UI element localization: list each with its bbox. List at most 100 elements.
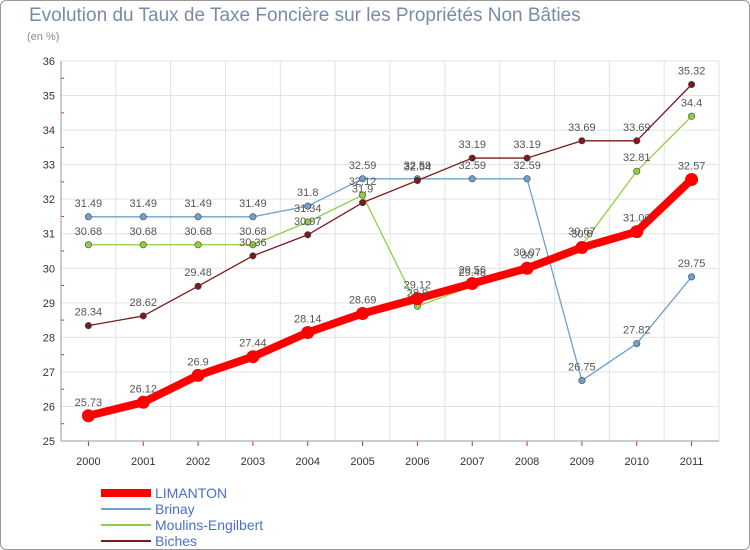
data-point — [249, 213, 257, 221]
data-label: 32.81 — [623, 152, 651, 164]
data-point — [194, 213, 202, 221]
data-point — [359, 175, 367, 183]
y-tick-label: 33 — [43, 160, 55, 172]
data-label: 35.32 — [678, 65, 706, 77]
data-label: 30.67 — [568, 226, 596, 238]
data-point — [520, 261, 534, 275]
chart-axes: 25 26 27 28 29 30 31 32 33 34 35 36 2000 2001 2002 2003… — [43, 56, 719, 468]
legend-label: Brinay — [155, 501, 195, 517]
data-point — [139, 312, 147, 320]
x-tick-label: 2005 — [350, 456, 374, 468]
data-point — [301, 326, 315, 340]
data-point — [139, 213, 147, 221]
data-label: 33.69 — [568, 122, 596, 134]
y-tick-label: 26 — [43, 401, 55, 413]
legend-label: Moulins-Engilbert — [155, 517, 264, 533]
data-label: 31.49 — [184, 198, 212, 210]
data-label: 31.8 — [297, 187, 318, 199]
x-tick-label: 2009 — [570, 456, 594, 468]
data-label: 27.44 — [239, 338, 267, 350]
data-point — [194, 241, 202, 249]
data-label: 26.9 — [187, 356, 208, 368]
data-point — [249, 241, 257, 249]
data-label: 29.56 — [458, 264, 486, 276]
data-point — [413, 177, 421, 185]
legend-item-biches: Biches — [101, 533, 263, 549]
chart-legend: LIMANTON Brinay Moulins-Engilbert Biches — [101, 485, 263, 549]
chart-unit-label: (en %) — [27, 31, 60, 43]
y-tick-label: 30 — [43, 263, 55, 275]
legend-swatch — [101, 540, 151, 542]
legend-swatch — [101, 508, 151, 510]
data-point — [84, 213, 92, 221]
legend-swatch — [101, 524, 151, 526]
x-tick-label: 2006 — [405, 456, 429, 468]
data-label: 28.69 — [349, 295, 377, 307]
chart-grid — [60, 60, 720, 442]
data-label: 32.59 — [404, 160, 432, 172]
data-label: 28.62 — [129, 297, 157, 309]
series-moulins-engilbert — [84, 112, 696, 310]
data-label: 32.59 — [513, 160, 541, 172]
data-label: 29.12 — [404, 280, 432, 292]
y-tick-label: 36 — [43, 56, 55, 68]
data-label: 28.34 — [75, 307, 103, 319]
series-line — [84, 175, 696, 420]
data-label: 26.75 — [568, 362, 596, 374]
y-tick-label: 34 — [43, 125, 55, 137]
x-tick-label: 2011 — [680, 456, 704, 468]
data-label: 30.68 — [75, 226, 103, 238]
data-label: 30 — [521, 249, 533, 261]
data-label: 26.12 — [129, 383, 157, 395]
data-point — [249, 252, 257, 260]
data-label: 29.75 — [678, 258, 706, 270]
legend-swatch — [101, 489, 151, 497]
x-tick-label: 2000 — [76, 456, 100, 468]
data-label: 29.48 — [458, 267, 486, 279]
y-tick-label: 25 — [43, 436, 55, 448]
data-label: 30.97 — [294, 216, 322, 228]
data-label: 30.68 — [129, 226, 157, 238]
x-tick-label: 2010 — [625, 456, 649, 468]
series-line — [87, 115, 693, 307]
data-label: 31.06 — [623, 213, 651, 225]
x-tick-label: 2008 — [515, 456, 539, 468]
data-point — [191, 368, 205, 382]
data-point — [688, 273, 696, 281]
legend-item-limanton: LIMANTON — [101, 485, 263, 501]
data-label: 32.57 — [678, 160, 706, 172]
data-label: 33.69 — [623, 122, 651, 134]
legend-item-brinay: Brinay — [101, 501, 263, 517]
data-label: 34.4 — [681, 97, 702, 109]
data-point — [84, 241, 92, 249]
y-tick-label: 35 — [43, 91, 55, 103]
data-label: 30.36 — [239, 237, 267, 249]
x-tick-label: 2001 — [131, 456, 155, 468]
data-label: 30.07 — [513, 247, 541, 259]
series-line — [87, 83, 693, 327]
series-brinay — [84, 175, 696, 385]
y-tick-label: 27 — [43, 367, 55, 379]
data-label: 31.9 — [352, 184, 373, 196]
data-point — [304, 218, 312, 226]
data-point — [304, 231, 312, 239]
data-point — [523, 154, 531, 162]
data-label: 31.49 — [75, 198, 103, 210]
data-point — [246, 350, 260, 364]
data-point — [630, 225, 644, 239]
data-point — [304, 202, 312, 210]
series-limanton — [81, 172, 699, 423]
series-line — [87, 178, 693, 382]
legend-label: LIMANTON — [155, 485, 228, 501]
y-tick-label: 32 — [43, 194, 55, 206]
data-point — [468, 175, 476, 183]
data-point — [523, 175, 531, 183]
data-point — [136, 395, 150, 409]
data-label: 31.49 — [239, 198, 267, 210]
data-label: 28.9 — [407, 287, 428, 299]
data-point — [84, 322, 92, 330]
data-point — [359, 199, 367, 207]
data-point — [633, 340, 641, 348]
